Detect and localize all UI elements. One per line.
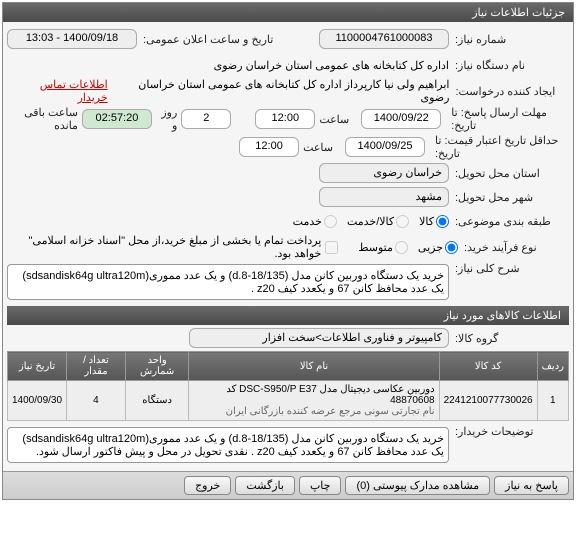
class-label: طبقه بندی موضوعی: xyxy=(449,215,569,228)
table-header-row: ردیف کد کالا نام کالا واحد شمارش تعداد /… xyxy=(8,352,569,381)
province-label: استان محل تحویل: xyxy=(449,167,569,180)
cell-unit: دستگاه xyxy=(125,381,189,421)
deadline-label: مهلت ارسال پاسخ: تا تاریخ: xyxy=(445,106,569,132)
remain-time-label: ساعت باقی مانده xyxy=(7,106,78,132)
class-service-option[interactable]: خدمت xyxy=(293,215,337,228)
panel-title: جزئیات اطلاعات نیاز xyxy=(3,3,573,22)
buy-partial-option[interactable]: جزیی xyxy=(418,241,458,254)
panel-body: شماره نیاز: 1100004761000083 تاریخ و ساع… xyxy=(3,22,573,471)
remain-time: 02:57:20 xyxy=(82,109,152,129)
hour-label-1: ساعت xyxy=(319,113,349,126)
deadline-hour: 12:00 xyxy=(255,109,315,129)
notes-label: توضیحات خریدار: xyxy=(449,425,569,438)
req-num-value: 1100004761000083 xyxy=(319,29,449,49)
buy-medium-radio xyxy=(395,241,408,254)
city-value: مشهد xyxy=(319,187,449,207)
province-value: خراسان رضوی xyxy=(319,163,449,183)
validity-label: حداقل تاریخ اعتبار قیمت: تا تاریخ: xyxy=(429,134,569,160)
partial-pay-row: پرداخت تمام یا بخشی از مبلغ خرید،از محل … xyxy=(7,234,338,260)
print-button[interactable]: چاپ xyxy=(299,476,342,495)
th-date: تاریخ نیاز xyxy=(8,352,67,381)
org-value: اداره کل کتابخانه های عمومی استان خراسان… xyxy=(214,59,449,72)
class-khadamat-radio xyxy=(396,215,409,228)
validity-date: 1400/09/25 xyxy=(345,137,425,157)
deadline-date: 1400/09/22 xyxy=(361,109,441,129)
items-table: ردیف کد کالا نام کالا واحد شمارش تعداد /… xyxy=(7,351,569,421)
class-kala-option[interactable]: کالا xyxy=(419,215,449,228)
cell-qty: 4 xyxy=(67,381,126,421)
buy-partial-radio[interactable] xyxy=(445,241,458,254)
main-panel: جزئیات اطلاعات نیاز شماره نیاز: 11000047… xyxy=(2,2,574,500)
creator-label: ایجاد کننده درخواست: xyxy=(449,85,569,98)
notes-text: خرید یک دستگاه دوربین کانن مدل (d.8-18/1… xyxy=(7,427,449,463)
attachments-button[interactable]: مشاهده مدارک پیوستی (0) xyxy=(345,476,490,495)
back-button[interactable]: بازگشت xyxy=(235,476,295,495)
remain-days-label: روز و xyxy=(156,106,177,132)
th-name: نام کالا xyxy=(189,352,439,381)
buytype-radio-group: جزیی متوسط xyxy=(358,241,458,254)
desc-text: خرید یک دستگاه دوربین کانن مدل (d.8-18/1… xyxy=(7,264,449,300)
respond-button[interactable]: پاسخ به نیاز xyxy=(494,476,569,495)
partial-pay-label: پرداخت تمام یا بخشی از مبلغ خرید،از محل … xyxy=(7,234,321,260)
announce-label: تاریخ و ساعت اعلان عمومی: xyxy=(137,33,297,46)
class-khadamat-option[interactable]: کالا/خدمت xyxy=(347,215,409,228)
cell-name: دوربین عکاسی دیجیتال مدل DSC-S950/P E37 … xyxy=(189,381,439,421)
desc-label: شرح کلی نیاز: xyxy=(449,262,569,275)
cell-code: 2241210077730026 xyxy=(439,381,537,421)
validity-hour: 12:00 xyxy=(239,137,299,157)
exit-button[interactable]: خروج xyxy=(184,476,231,495)
creator-value: ابراهیم ولی نیا کارپرداز اداره کل کتابخا… xyxy=(108,78,450,104)
announce-value: 1400/09/18 - 13:03 xyxy=(7,29,137,49)
buytype-label: نوع فرآیند خرید: xyxy=(458,241,569,254)
table-row[interactable]: 1 2241210077730026 دوربین عکاسی دیجیتال … xyxy=(8,381,569,421)
city-label: شهر محل تحویل: xyxy=(449,191,569,204)
th-code: کد کالا xyxy=(439,352,537,381)
cell-idx: 1 xyxy=(537,381,568,421)
footer-bar: پاسخ به نیاز مشاهده مدارک پیوستی (0) چاپ… xyxy=(3,471,573,499)
class-kala-radio[interactable] xyxy=(436,215,449,228)
buyer-contact-link[interactable]: اطلاعات تماس خریدار xyxy=(7,78,108,104)
req-num-label: شماره نیاز: xyxy=(449,33,569,46)
group-label: گروه کالا: xyxy=(449,332,569,345)
th-idx: ردیف xyxy=(537,352,568,381)
class-service-radio xyxy=(324,215,337,228)
class-radio-group: کالا کالا/خدمت خدمت xyxy=(293,215,449,228)
hour-label-2: ساعت xyxy=(303,141,333,154)
cell-date: 1400/09/30 xyxy=(8,381,67,421)
org-label: نام دستگاه نیاز: xyxy=(449,59,569,72)
th-qty: تعداد / مقدار xyxy=(67,352,126,381)
remain-days: 2 xyxy=(181,109,231,129)
partial-pay-checkbox xyxy=(325,241,338,254)
th-unit: واحد شمارش xyxy=(125,352,189,381)
items-header: اطلاعات کالاهای مورد نیاز xyxy=(7,306,569,325)
buy-medium-option[interactable]: متوسط xyxy=(358,241,408,254)
group-value: کامپیوتر و فناوری اطلاعات>سخت افزار xyxy=(189,328,449,348)
